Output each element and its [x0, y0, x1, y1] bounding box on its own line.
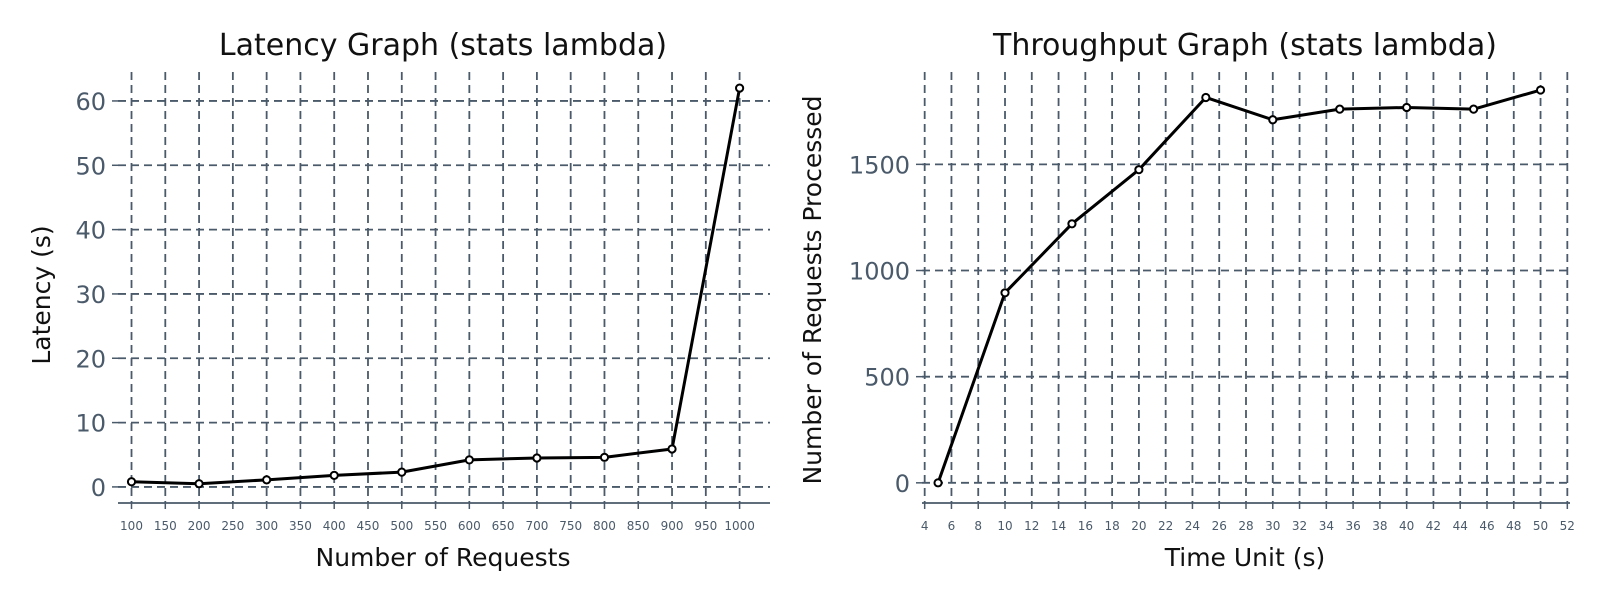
throughput-x-tick-label: 38	[1372, 519, 1387, 533]
latency-x-tick-label: 150	[154, 519, 177, 533]
latency-x-tick-label: 750	[559, 519, 582, 533]
latency-data-point	[734, 83, 745, 93]
throughput-y-axis-label: Number of Requests Processed	[798, 95, 827, 484]
throughput-x-tick-label: 18	[1104, 519, 1119, 533]
throughput-x-tick-label: 46	[1479, 519, 1494, 533]
latency-data-point	[262, 475, 272, 485]
latency-x-tick-label: 300	[255, 519, 278, 533]
throughput-data-point	[933, 478, 943, 488]
latency-series-line	[131, 87, 742, 486]
latency-x-tick-label: 350	[289, 519, 312, 533]
throughput-x-tick-label: 40	[1399, 519, 1414, 533]
throughput-x-tick-label: 48	[1506, 519, 1521, 533]
throughput-data-point	[1335, 104, 1345, 114]
latency-y-axis-label: Latency (s)	[27, 225, 56, 364]
latency-x-tick-label: 450	[357, 519, 380, 533]
latency-x-tick-label: 850	[627, 519, 650, 533]
latency-y-tick-label: 60	[75, 88, 106, 116]
latency-data-point	[667, 444, 677, 454]
latency-chart: Latency Graph (stats lambda) Number of R…	[27, 28, 770, 572]
throughput-x-tick-label: 8	[974, 519, 982, 533]
latency-x-tick-label: 100	[120, 519, 143, 533]
latency-ticks: 100 150 200 250 300 350 400 450 500 550 600 650 700 7…	[75, 88, 754, 533]
latency-x-tick-label: 250	[221, 519, 244, 533]
latency-x-tick-label: 950	[694, 519, 717, 533]
throughput-y-tick-label: 1000	[849, 258, 910, 286]
throughput-x-tick-label: 42	[1426, 519, 1441, 533]
throughput-series	[933, 85, 1546, 488]
throughput-data-point	[1067, 219, 1077, 229]
latency-y-tick-label: 20	[75, 345, 106, 373]
latency-data-point	[329, 470, 339, 480]
throughput-x-tick-label: 26	[1212, 519, 1227, 533]
throughput-x-tick-label: 34	[1319, 519, 1334, 533]
latency-y-tick-label: 30	[75, 281, 106, 309]
throughput-ticks: 4 6 8 10 12 14 16 18 20 22 24 26 28 30 32 34 36 38 40 42 44 4…	[849, 151, 1575, 533]
latency-y-tick-label: 50	[75, 152, 106, 180]
latency-chart-title: Latency Graph (stats lambda)	[219, 28, 667, 63]
latency-x-tick-label: 800	[593, 519, 616, 533]
throughput-chart-title: Throughput Graph (stats lambda)	[992, 28, 1497, 63]
throughput-y-tick-label: 1500	[849, 151, 910, 179]
latency-y-tick-label: 10	[75, 410, 106, 438]
throughput-x-tick-label: 22	[1158, 519, 1173, 533]
throughput-grid	[922, 72, 1570, 504]
throughput-x-tick-label: 28	[1238, 519, 1253, 533]
latency-data-point	[126, 477, 137, 487]
latency-y-tick-label: 40	[75, 217, 106, 245]
latency-x-tick-label: 550	[424, 519, 447, 533]
throughput-x-axis-label: Time Unit (s)	[1164, 543, 1326, 572]
throughput-chart: Throughput Graph (stats lambda) Time Uni…	[798, 28, 1575, 572]
throughput-data-point	[1402, 102, 1412, 113]
latency-x-tick-label: 900	[661, 519, 684, 533]
throughput-x-tick-label: 12	[1024, 519, 1039, 533]
throughput-data-point	[1469, 104, 1479, 114]
throughput-series-line	[936, 88, 1541, 484]
throughput-x-tick-label: 4	[921, 519, 929, 533]
latency-data-point	[194, 479, 204, 489]
throughput-y-tick-label: 0	[895, 470, 910, 498]
latency-data-point	[599, 452, 610, 462]
latency-data-point	[464, 455, 474, 465]
latency-data-point	[397, 467, 407, 477]
latency-grid	[118, 72, 770, 504]
latency-x-tick-label: 700	[525, 519, 548, 533]
latency-x-axis-label: Number of Requests	[316, 543, 571, 572]
latency-x-tick-label: 200	[188, 519, 211, 533]
throughput-x-tick-label: 16	[1078, 519, 1093, 533]
throughput-x-tick-label: 14	[1051, 519, 1066, 533]
throughput-x-tick-label: 36	[1345, 519, 1360, 533]
latency-x-tick-label: 400	[323, 519, 346, 533]
throughput-x-tick-label: 6	[948, 519, 956, 533]
throughput-data-point	[1268, 115, 1278, 125]
throughput-x-tick-label: 30	[1265, 519, 1280, 533]
throughput-x-tick-label: 50	[1533, 519, 1548, 533]
throughput-x-tick-label: 24	[1185, 519, 1200, 533]
throughput-data-point	[1201, 92, 1211, 103]
throughput-x-tick-label: 52	[1560, 519, 1575, 533]
throughput-data-point	[1000, 288, 1010, 298]
throughput-y-tick-label: 500	[864, 364, 910, 392]
latency-x-tick-label: 1000	[724, 519, 755, 533]
latency-data-point	[532, 453, 542, 463]
latency-series	[126, 83, 745, 489]
latency-x-tick-label: 500	[390, 519, 413, 533]
latency-y-tick-label: 0	[91, 474, 106, 502]
throughput-x-tick-label: 10	[997, 519, 1012, 533]
throughput-x-tick-label: 20	[1131, 519, 1146, 533]
throughput-data-point	[1134, 165, 1144, 175]
throughput-data-point	[1535, 85, 1546, 95]
latency-x-tick-label: 650	[492, 519, 515, 533]
latency-x-tick-label: 600	[458, 519, 481, 533]
throughput-x-tick-label: 44	[1453, 519, 1468, 533]
throughput-x-tick-label: 32	[1292, 519, 1307, 533]
